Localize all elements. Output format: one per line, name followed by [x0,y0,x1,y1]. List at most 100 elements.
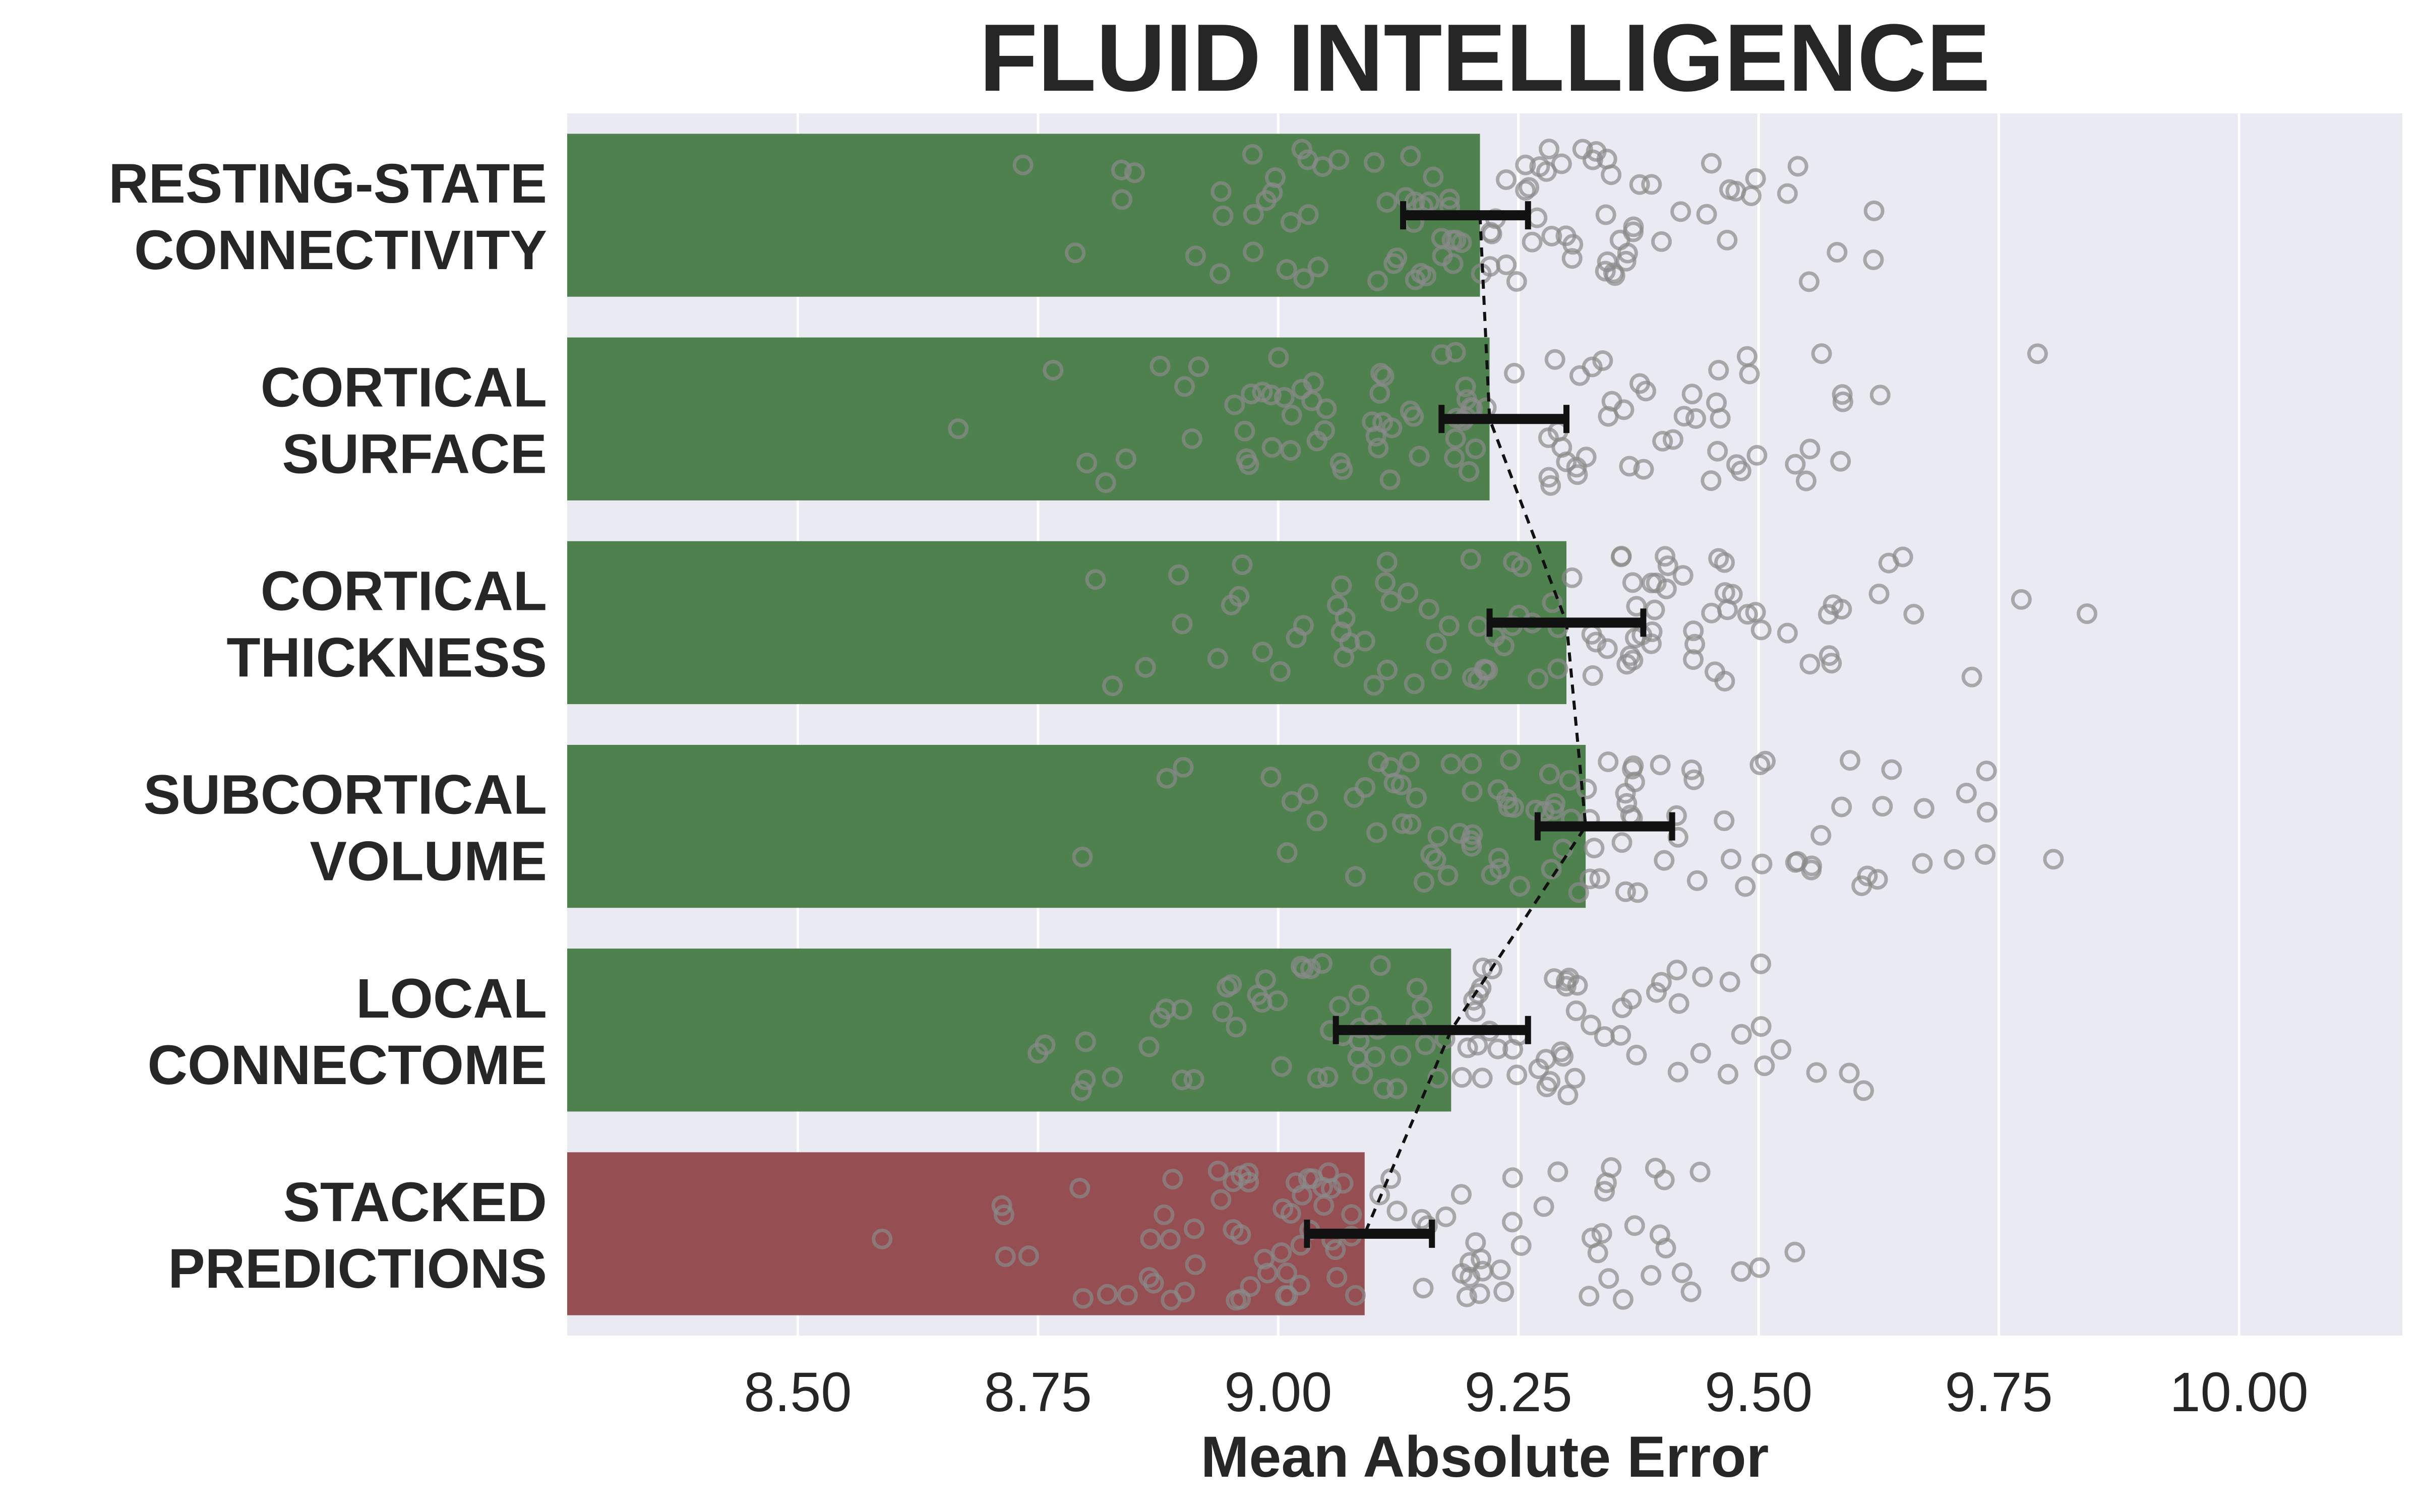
category-label-line: CONNECTOME [148,1034,547,1096]
cv-point [1462,824,1483,845]
cv-point [1616,654,1638,675]
category-label-line: SURFACE [282,423,547,485]
cv-point [948,418,969,439]
cv-point [1345,1285,1366,1306]
cv-point [1459,461,1480,482]
cv-point [1140,1228,1161,1249]
bar [567,337,1490,500]
cv-point [1561,248,1583,269]
cv-point [1368,437,1389,459]
cv-point [1366,822,1387,843]
category-label-line: CORTICAL [261,356,547,418]
cv-point [1754,1055,1775,1077]
cv-point [1161,1289,1182,1310]
cv-point [1234,420,1255,442]
cv-point [1280,212,1301,233]
cv-point [1455,376,1476,397]
cv-point [1903,604,1924,625]
cv-point [1704,661,1725,682]
cv-point [1232,554,1253,575]
cv-point [1680,1281,1702,1302]
cv-point [1150,1007,1171,1029]
cv-point [1666,960,1687,981]
cv-point [1598,751,1619,773]
cv-point [1289,1275,1310,1296]
cv-point [1717,229,1738,250]
cv-point [1111,159,1132,180]
cv-point [1471,1248,1492,1270]
cv-point [1451,1263,1473,1284]
cv-point [1467,1035,1488,1056]
cv-point [1095,472,1116,493]
cv-point [1736,346,1758,367]
cv-point [1872,796,1893,817]
cv-point [1624,1215,1645,1236]
cv-point [1913,798,1934,819]
cv-point [1277,842,1298,863]
cv-point [1818,604,1839,625]
category-label-line: STACKED [283,1171,547,1233]
cv-point [1515,180,1536,201]
cv-point [1689,1161,1711,1182]
cv-point [1612,1289,1634,1310]
cv-point [1221,594,1242,615]
cv-point [1944,849,1965,870]
cv-point [1831,796,1852,817]
cv-point [1097,1284,1118,1305]
cv-point [1617,242,1638,264]
cv-point [1300,958,1321,979]
cv-point [1406,787,1427,808]
cv-point [1117,1285,1138,1306]
cv-point [1143,1273,1164,1294]
cv-point [1534,801,1555,822]
cv-point [1209,263,1231,284]
cv-point [1502,1212,1523,1233]
cv-point [1581,1015,1602,1036]
cv-point [1701,602,1722,623]
cv-point [1547,658,1568,679]
cv-point [1592,350,1613,371]
cv-point [1681,384,1703,405]
cv-point [1832,384,1853,405]
cv-point [1403,406,1424,427]
cv-point [1363,675,1384,696]
cv-point [1260,385,1282,406]
cv-point [1616,793,1638,814]
cv-point [1594,1026,1615,1047]
cv-point [1770,1039,1791,1060]
category-label-line: CORTICAL [261,560,547,622]
cv-point [1595,261,1616,282]
cv-point [1316,398,1337,419]
cv-point [1075,1031,1096,1052]
bar [567,134,1480,297]
cv-point [1601,1157,1622,1178]
cv-point [1629,174,1650,195]
cv-point [1956,782,1977,803]
cv-point [1503,551,1524,573]
cv-point [1254,1248,1275,1270]
cv-point [1595,204,1616,225]
bar [567,541,1566,705]
cv-point [1291,139,1312,160]
cv-point [1102,1066,1123,1088]
cv-point [1646,982,1667,1003]
cv-point [1293,268,1314,289]
cv-point [1811,343,1832,364]
cv-point [1361,1005,1382,1027]
cv-point [1281,405,1302,426]
cv-point [1150,355,1171,376]
cv-point [1740,185,1762,206]
cv-point [1297,783,1318,804]
cv-point [1188,356,1209,377]
cv-point [995,1246,1016,1267]
cv-point [1641,1265,1662,1286]
cv-point [1714,810,1735,832]
cv-point [1551,153,1572,174]
cv-point [1444,447,1465,468]
cv-point [1224,394,1245,415]
cv-point [1330,621,1352,643]
cv-points-group [872,139,2098,1311]
cv-point [1830,451,1851,472]
cv-point [1427,826,1448,847]
cv-point [1181,428,1202,450]
